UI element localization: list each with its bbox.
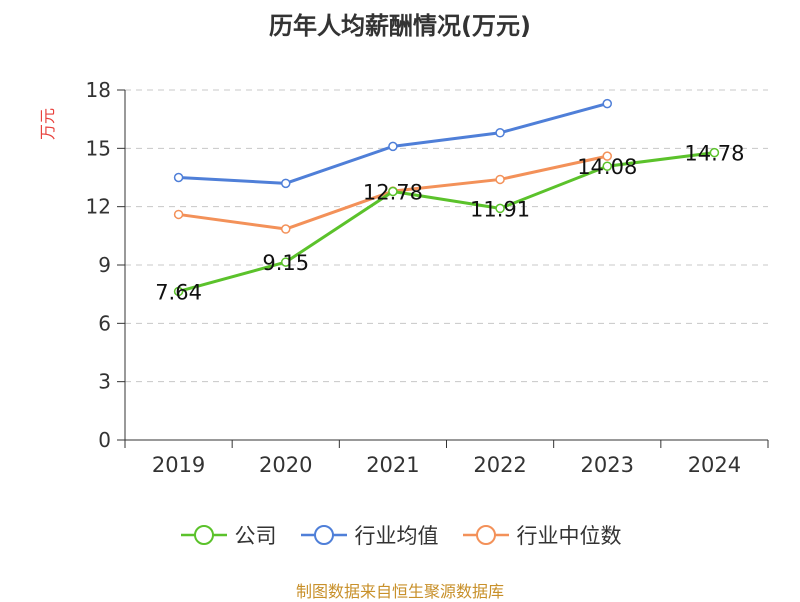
data-point (495, 128, 505, 138)
legend-label: 公司 (234, 524, 277, 548)
data-label: 14.78 (684, 142, 744, 166)
grid-lines (125, 89, 768, 383)
legend-marker-icon (180, 525, 227, 545)
data-point (602, 151, 612, 161)
legend-circle (193, 525, 214, 545)
source-footer: 制图数据来自恒生聚源数据库 (295, 582, 504, 601)
x-tick-label: 2023 (581, 453, 634, 477)
x-tick-label: 2022 (473, 453, 526, 477)
data-point (602, 98, 612, 109)
x-tick-label: 2024 (688, 453, 741, 477)
y-tick-label: 15 (86, 136, 111, 160)
data-point (281, 224, 291, 234)
series-line (177, 151, 716, 293)
data-point (602, 161, 612, 171)
data-point (709, 147, 720, 158)
legend-label: 行业中位数 (516, 524, 622, 548)
y-tick-label: 3 (98, 370, 111, 394)
data-label: 9.15 (262, 251, 309, 275)
legend-marker-icon (462, 525, 509, 545)
data-point (495, 174, 505, 185)
data-label: 7.64 (155, 280, 202, 304)
y-tick-label: 12 (86, 195, 111, 219)
data-point (173, 172, 184, 183)
line-chart: 0 3 6 9 12 15 18 2019 2020 2021 2022 2023 2024 7.64 9… (86, 78, 769, 477)
data-point (173, 286, 184, 297)
y-tick-label: 0 (98, 428, 111, 452)
data-point (173, 209, 184, 220)
legend-circle (313, 525, 334, 545)
y-tick-label: 18 (86, 78, 111, 102)
legend-label: 行业均值 (354, 524, 439, 548)
series-lines (173, 98, 720, 297)
data-point (281, 178, 291, 189)
x-tick-label: 2019 (152, 453, 205, 477)
data-label: 14.08 (577, 155, 637, 179)
legend: 公司 行业均值 行业中位数 (0, 520, 800, 550)
legend-marker-icon (300, 525, 347, 545)
legend-item[interactable]: 行业中位数 (461, 520, 622, 550)
data-label: 12.78 (363, 181, 423, 205)
y-tick-label: 6 (98, 311, 111, 335)
x-tick-label: 2020 (259, 453, 312, 477)
data-point (495, 203, 505, 214)
data-point (388, 141, 398, 152)
legend-circle (475, 525, 496, 545)
legend-item[interactable]: 行业均值 (299, 520, 439, 550)
axes: 0 3 6 9 12 15 18 2019 2020 2021 2022 2023 2024 (86, 78, 769, 477)
x-tick-label: 2021 (366, 453, 419, 477)
y-tick-label: 9 (98, 253, 111, 277)
legend-item[interactable]: 公司 (179, 520, 277, 550)
data-point (281, 257, 291, 267)
chart-title: 历年人均薪酬情况(万元) (269, 12, 531, 40)
data-point (388, 186, 398, 197)
data-labels: 7.64 9.15 12.78 11.91 14.08 14.78 (155, 142, 744, 305)
data-label: 11.91 (470, 197, 530, 221)
